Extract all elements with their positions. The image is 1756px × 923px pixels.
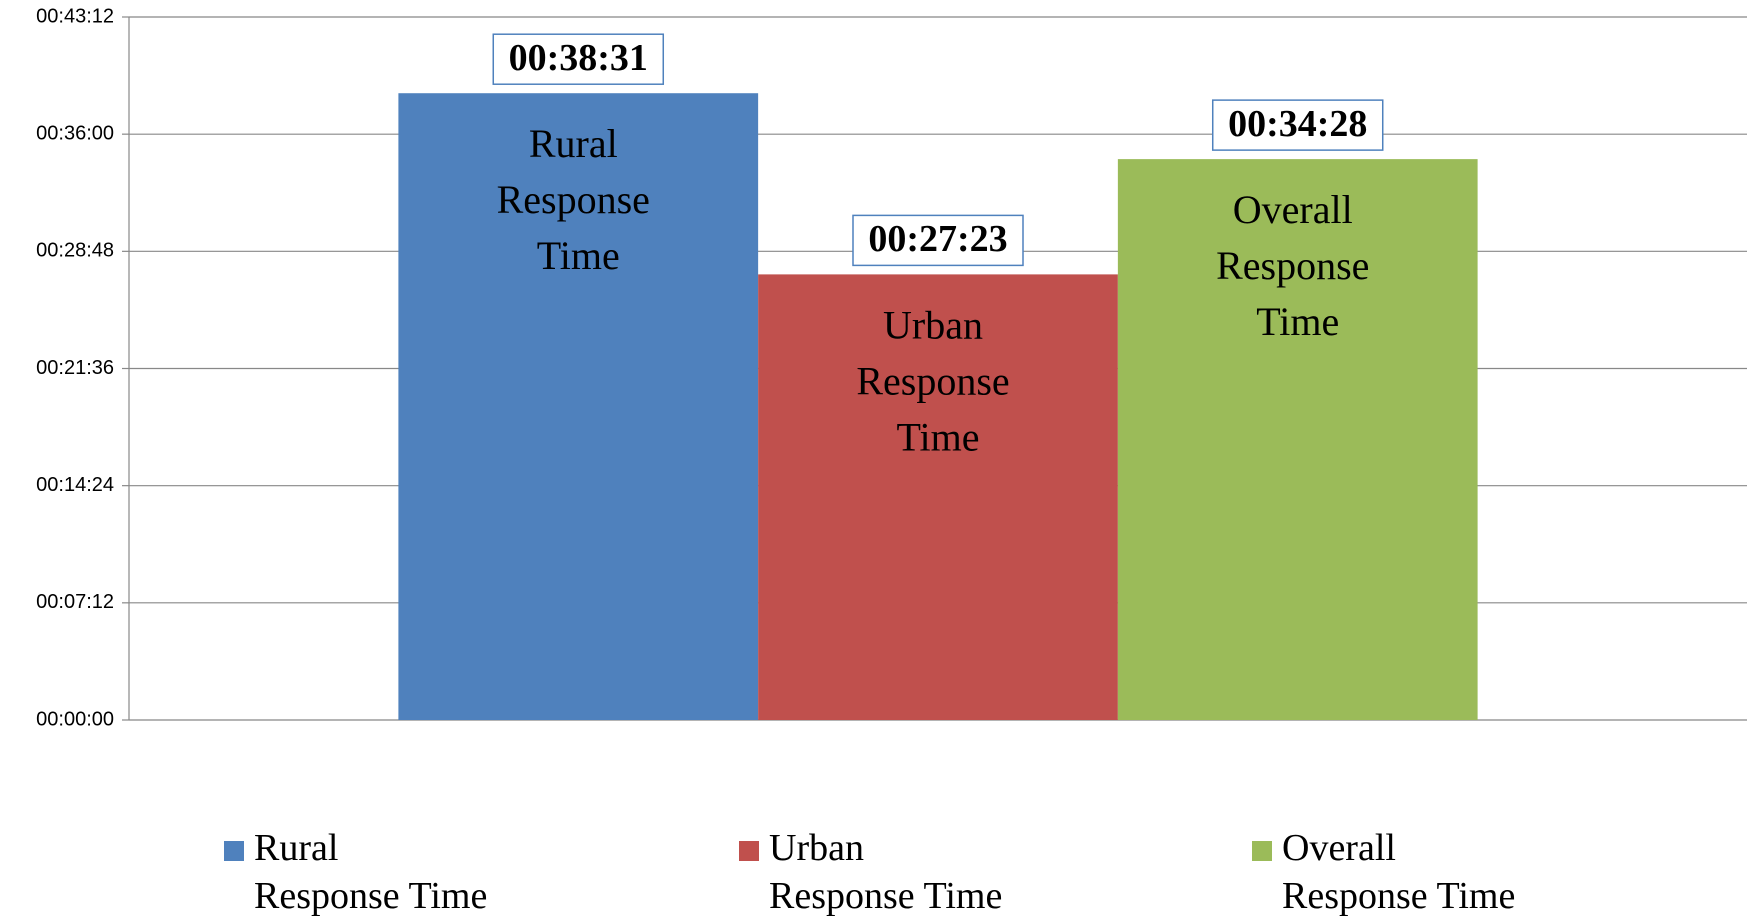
bar-name: Urban Response Time [856, 303, 1019, 460]
legend-swatch [1252, 841, 1272, 861]
y-tick-label: 00:21:36 [36, 357, 114, 379]
legend-swatch [739, 841, 759, 861]
bar-name: Rural Response Time [497, 121, 660, 278]
data-label: 00:38:31 [509, 37, 648, 79]
bar-name: Overall Response Time [1216, 187, 1379, 344]
y-tick-label: 00:28:48 [36, 240, 114, 262]
y-tick-label: 00:36:00 [36, 122, 114, 144]
data-label-box [852, 214, 1024, 267]
legend-swatch [224, 841, 244, 861]
data-label: 00:27:23 [868, 218, 1007, 260]
bar [1117, 159, 1478, 720]
data-label-box [492, 33, 665, 85]
bar [758, 274, 1118, 720]
y-tick-label: 00:14:24 [36, 474, 114, 496]
data-label-box [1211, 99, 1384, 151]
y-tick-label: 00:07:12 [36, 591, 114, 613]
legend-label: Rural Response Time [254, 827, 487, 917]
y-tick-label: 00:00:00 [36, 708, 114, 730]
y-tick-label: 00:43:12 [36, 5, 114, 27]
legend-label: Urban Response Time [769, 827, 1002, 917]
data-label: 00:34:28 [1228, 103, 1367, 145]
bar [398, 93, 759, 720]
legend-label: Overall Response Time [1282, 827, 1515, 917]
